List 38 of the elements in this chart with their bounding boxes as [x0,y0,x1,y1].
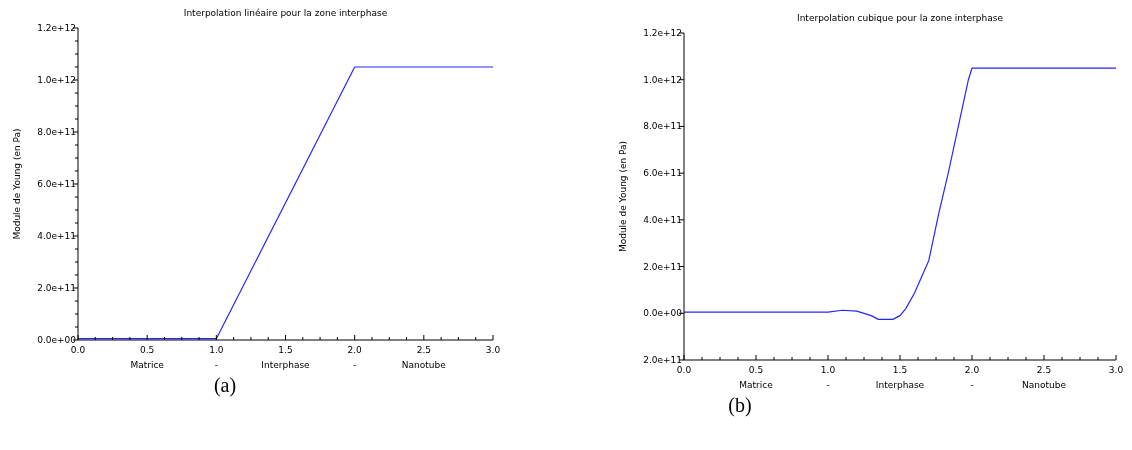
y-tick-label: 1.0e+12 [37,75,76,85]
x-tick-label: 3.0 [1108,365,1124,375]
x-tick-label: 1.0 [209,345,224,355]
x-tick-label: 1.5 [892,365,908,375]
x-tick-label: 0.5 [748,365,764,375]
text: Matrice - Interphase - Nanotube [739,380,1066,390]
y-tick-label: 8.0e+11 [643,121,682,132]
chart-title: Interpolation linéaire pour la zone interphase [183,8,388,18]
x-tick-label: 2.5 [1036,365,1052,375]
y-tick-label: 4.0e+11 [37,231,76,241]
x-tick-label: 2.0 [347,345,363,355]
x-tick-label: 1.5 [278,345,293,355]
y-tick-label: 1.2e+12 [37,23,76,33]
x-tick-label: 0.5 [140,345,155,355]
y-axis-title: Module de Young (en Pa) [12,128,22,240]
text: Matrice - Interphase - Nanotube [130,360,446,370]
y-tick-label: 0.0e+00 [643,308,683,319]
y-tick-label: 8.0e+11 [37,127,76,137]
y-tick-label: 2.0e+11 [643,355,682,365]
line-series [683,67,1117,320]
x-tick-label: 2.5 [416,345,431,355]
text: (a) [213,374,237,397]
y-tick-label: 2.0e+11 [37,283,76,293]
chart-title: Interpolation cubique pour la zone interphase [797,13,1004,23]
text: (b) [728,394,752,417]
y-tick-label: 0.0e+00 [37,335,77,345]
y-tick-label: 4.0e+11 [643,214,682,225]
y-tick-label: 1.2e+12 [643,28,682,38]
x-tick-label: 0.0 [676,365,692,375]
x-tick-label: 2.0 [964,365,980,375]
x-tick-label: 0.0 [70,345,86,355]
y-tick-label: 1.0e+12 [643,74,682,85]
x-tick-label: 1.0 [820,365,836,375]
y-tick-label: 6.0e+11 [643,168,682,179]
y-axis-title: Module de Young (en Pa) [618,140,628,253]
x-tick-label: 3.0 [485,345,501,355]
y-tick-label: 6.0e+11 [37,179,76,189]
y-tick-label: 2.0e+11 [643,261,682,272]
